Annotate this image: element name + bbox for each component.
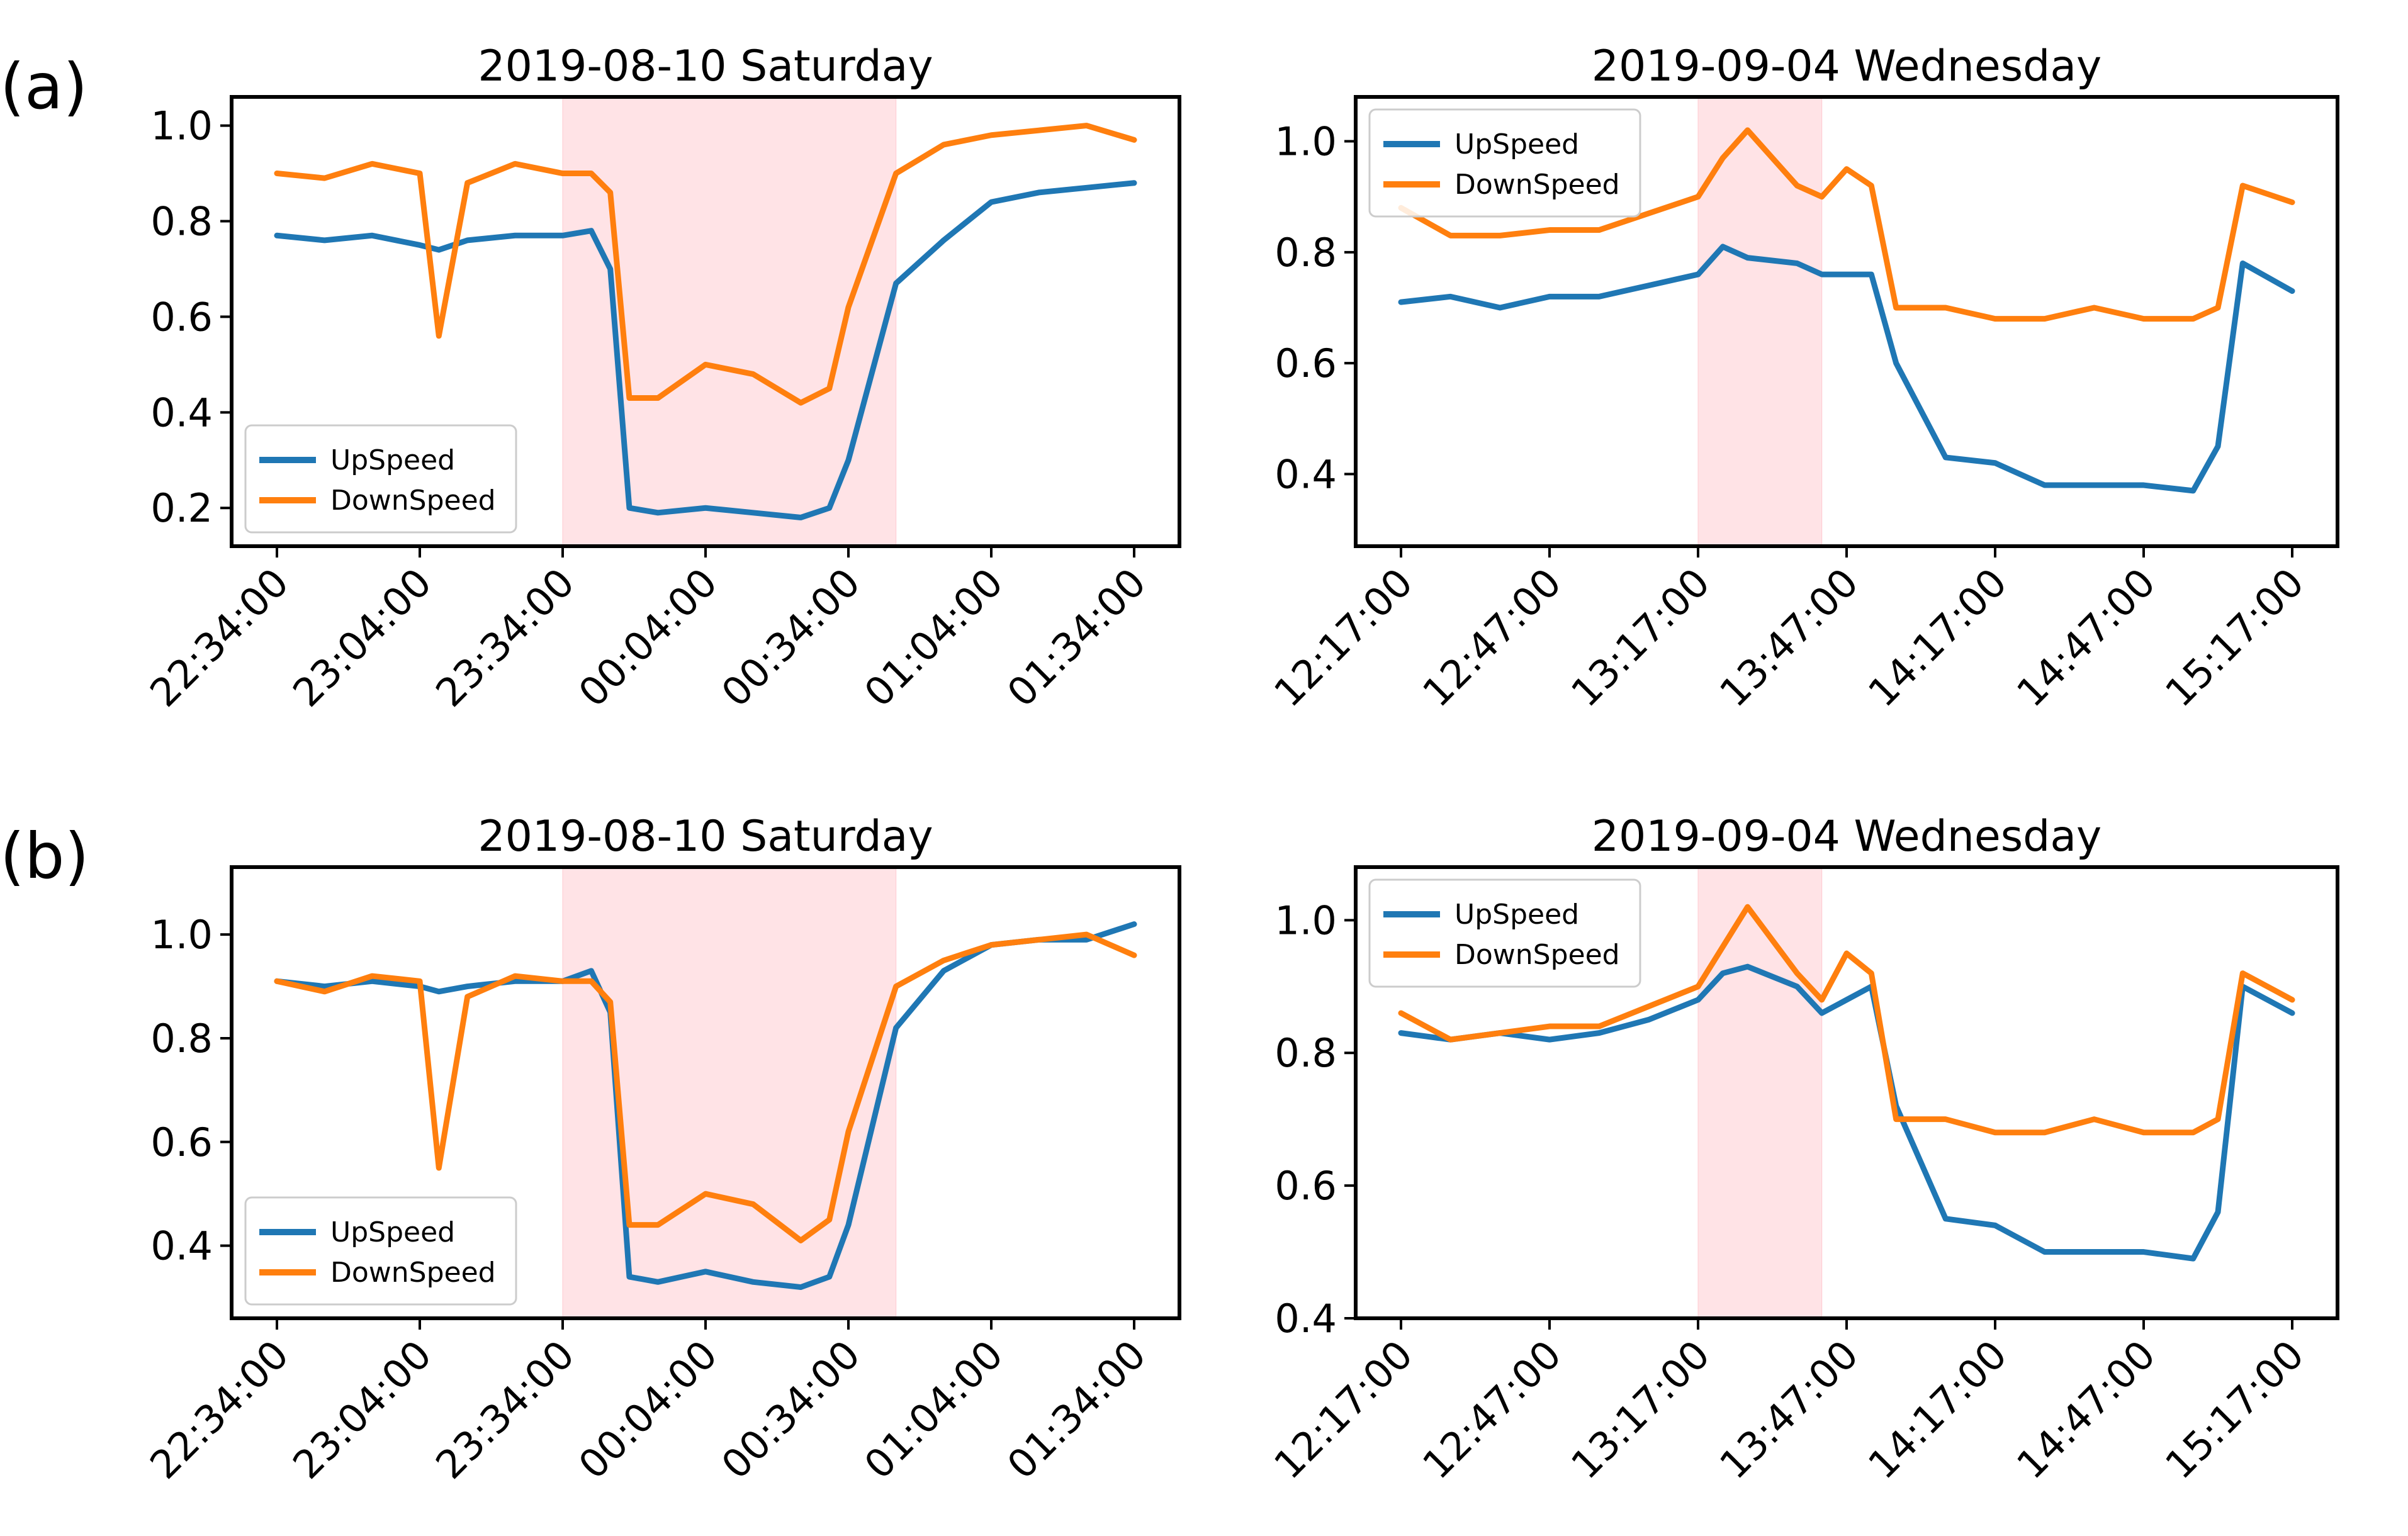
y-tick-label: 0.4 [1274, 1296, 1337, 1342]
x-tick-label: 12:17:00 [1265, 559, 1422, 716]
legend-box [1368, 878, 1641, 988]
y-tick-label: 0.8 [150, 198, 213, 244]
legend-label-upspeed: UpSpeed [1454, 128, 1579, 160]
x-tick-label: 12:47:00 [1414, 1331, 1570, 1488]
series-line-downspeed [274, 931, 1137, 1243]
series-line-upspeed [274, 180, 1137, 520]
x-tick-label: 15:17:00 [2156, 559, 2313, 716]
series-line-upspeed [274, 921, 1137, 1291]
y-tick-label: 0.6 [150, 1119, 213, 1165]
x-tick-label: 23:34:00 [427, 559, 583, 716]
x-tick-label: 23:34:00 [427, 1331, 583, 1488]
legend-box [1368, 108, 1641, 218]
y-tick-label: 0.4 [150, 1223, 213, 1269]
x-tick-label: 00:34:00 [712, 559, 869, 716]
series-line-upspeed [1398, 244, 2295, 494]
x-tick-label: 14:17:00 [1859, 559, 2016, 716]
highlight-region [1697, 96, 1823, 547]
row-label-b: (b) [0, 819, 89, 893]
legend-box [244, 424, 517, 534]
y-tick-label: 0.4 [150, 390, 213, 435]
x-tick-label: 22:34:00 [141, 559, 298, 716]
legend-label-upspeed: UpSpeed [330, 444, 455, 476]
x-tick-label: 13:17:00 [1562, 559, 1719, 716]
y-tick-label: 1.0 [150, 103, 213, 149]
chart-title: 2019-08-10 Saturday [478, 42, 933, 91]
y-tick-label: 1.0 [1274, 119, 1337, 165]
series-line-downspeed [274, 123, 1137, 406]
legend-label-downspeed: DownSpeed [330, 485, 496, 517]
legend-label-upspeed: UpSpeed [330, 1216, 455, 1248]
y-tick-label: 1.0 [1274, 897, 1337, 943]
y-tick-label: 0.2 [150, 485, 213, 531]
x-tick-label: 22:34:00 [141, 1331, 298, 1488]
x-tick-label: 13:47:00 [1711, 1331, 1867, 1488]
x-tick-label: 12:47:00 [1414, 559, 1570, 716]
x-tick-label: 01:04:00 [855, 1331, 1012, 1488]
x-tick-label: 23:04:00 [284, 1331, 441, 1488]
panel-a-saturday: 2019-08-10 Saturday 0.2 0.4 0.6 0.8 1.0 22:34:… [141, 42, 1181, 716]
x-tick-label: 14:47:00 [2008, 559, 2164, 716]
series-line-downspeed [1398, 127, 2295, 322]
panel-b-wednesday: 2019-09-04 Wednesday 0.4 0.6 0.8 1.0 12:17:00… [1265, 812, 2339, 1488]
x-tick-label: 13:17:00 [1562, 1331, 1719, 1488]
panel-a-wednesday: 2019-09-04 Wednesday 0.4 0.6 0.8 1.0 12:17:00… [1265, 42, 2339, 716]
y-tick-label: 0.6 [1274, 1163, 1337, 1209]
x-tick-label: 15:17:00 [2156, 1331, 2313, 1488]
x-tick-label: 00:34:00 [712, 1331, 869, 1488]
legend-label-downspeed: DownSpeed [330, 1257, 496, 1289]
y-tick-label: 0.8 [150, 1016, 213, 1062]
x-tick-label: 00:04:00 [570, 559, 726, 716]
legend-label-upspeed: UpSpeed [1454, 899, 1579, 931]
row-label-a: (a) [0, 50, 87, 123]
x-tick-label: 12:17:00 [1265, 1331, 1422, 1488]
legend-label-downspeed: DownSpeed [1454, 169, 1620, 201]
chart-title: 2019-08-10 Saturday [478, 812, 933, 861]
highlight-region [1697, 866, 1823, 1319]
x-tick-label: 23:04:00 [284, 559, 441, 716]
y-tick-label: 0.6 [1274, 340, 1337, 386]
legend-box [244, 1196, 517, 1306]
panel-b-saturday: 2019-08-10 Saturday0.40.60.81.022:34:002… [141, 812, 1181, 1488]
y-tick-label: 0.6 [150, 294, 213, 340]
highlight-region [562, 96, 897, 547]
series-line-downspeed [1398, 904, 2295, 1136]
series-line-upspeed [1398, 963, 2295, 1262]
y-tick-label: 0.8 [1274, 1030, 1337, 1076]
y-tick-label: 0.8 [1274, 230, 1337, 276]
x-tick-label: 01:34:00 [998, 1331, 1155, 1488]
x-tick-label: 01:34:00 [998, 559, 1155, 716]
chart-title: 2019-09-04 Wednesday [1592, 812, 2102, 861]
x-tick-label: 14:47:00 [2008, 1331, 2164, 1488]
x-tick-label: 01:04:00 [855, 559, 1012, 716]
x-tick-label: 13:47:00 [1711, 559, 1867, 716]
y-tick-label: 1.0 [150, 912, 213, 958]
chart-title: 2019-09-04 Wednesday [1592, 42, 2102, 91]
x-tick-label: 00:04:00 [570, 1331, 726, 1488]
x-tick-label: 14:17:00 [1859, 1331, 2016, 1488]
y-tick-label: 0.4 [1274, 451, 1337, 497]
legend-label-downspeed: DownSpeed [1454, 939, 1620, 971]
highlight-region [562, 866, 897, 1319]
